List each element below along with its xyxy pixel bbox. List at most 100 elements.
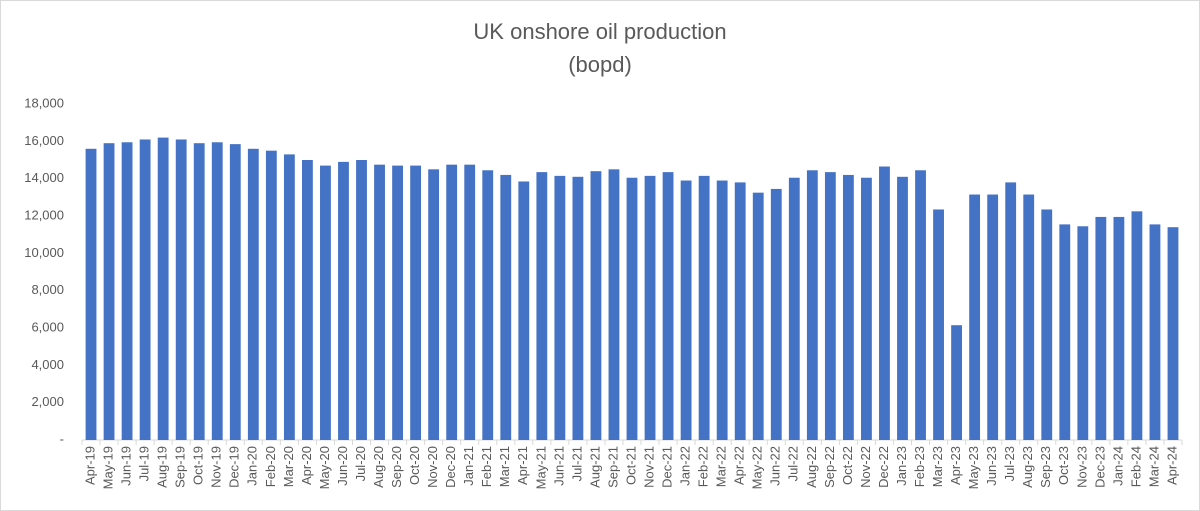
bar xyxy=(861,177,872,440)
bar xyxy=(608,169,620,441)
x-tick-label: Jul-19 xyxy=(137,446,152,481)
x-tick-label: Jan-20 xyxy=(245,446,260,486)
bar xyxy=(356,160,367,440)
x-tick-label: Dec-23 xyxy=(1092,446,1107,488)
x-tick-label: Dec-21 xyxy=(660,446,675,488)
bar xyxy=(175,139,187,440)
bar xyxy=(915,170,926,440)
y-tick-label: 18,000 xyxy=(24,95,64,110)
bar xyxy=(590,171,602,440)
bar xyxy=(842,174,854,440)
bar xyxy=(969,194,981,440)
x-tick-label: Oct-22 xyxy=(840,446,855,485)
bar xyxy=(482,170,494,440)
x-tick-label: Feb-20 xyxy=(263,446,278,487)
bar xyxy=(572,176,584,441)
chart-title: UK onshore oil production xyxy=(473,19,726,44)
x-tick-label: Jun-19 xyxy=(119,446,134,486)
x-tick-label: Mar-20 xyxy=(281,446,296,487)
x-tick-label: Apr-20 xyxy=(299,446,314,485)
bar xyxy=(1023,194,1035,440)
bar xyxy=(1077,226,1089,440)
bar xyxy=(392,165,403,440)
bar xyxy=(338,161,349,440)
x-tick-label: Aug-23 xyxy=(1020,446,1035,488)
x-tick-label: Sep-20 xyxy=(389,446,404,488)
bar xyxy=(139,139,151,440)
x-tick-label: Feb-23 xyxy=(912,446,927,487)
bar xyxy=(554,175,566,440)
chart-subtitle: (bopd) xyxy=(568,52,632,77)
x-tick-label: Apr-19 xyxy=(82,446,97,485)
x-tick-label: Jun-23 xyxy=(984,446,999,486)
y-tick-label: 4,000 xyxy=(31,357,64,372)
bar xyxy=(446,164,458,440)
x-tick-label: Sep-21 xyxy=(605,446,620,488)
x-tick-label: May-23 xyxy=(966,446,981,489)
x-tick-label: Jan-22 xyxy=(678,446,693,486)
x-tick-label: Apr-21 xyxy=(515,446,530,485)
bar xyxy=(806,170,818,440)
x-tick-label: Apr-23 xyxy=(948,446,963,485)
x-tick-label: Mar-24 xyxy=(1146,446,1161,487)
x-tick-label: Feb-22 xyxy=(696,446,711,487)
x-tick-label: Apr-22 xyxy=(732,446,747,485)
bar xyxy=(987,194,999,440)
x-tick-label: Sep-22 xyxy=(822,446,837,488)
y-tick-label: 16,000 xyxy=(24,133,64,148)
x-tick-label: Jan-21 xyxy=(461,446,476,486)
y-tick-label: 6,000 xyxy=(31,319,64,334)
x-tick-label: Mar-21 xyxy=(497,446,512,487)
x-tick-label: Sep-19 xyxy=(173,446,188,488)
x-tick-label: Nov-23 xyxy=(1074,446,1089,488)
bar xyxy=(951,325,962,440)
x-tick-label: Feb-21 xyxy=(479,446,494,487)
y-tick-label: - xyxy=(60,431,64,446)
x-tick-label: Jun-22 xyxy=(768,446,783,486)
bar xyxy=(1131,211,1143,440)
x-tick-label: Jun-21 xyxy=(551,446,566,486)
bar xyxy=(518,181,530,440)
x-tick-label: Feb-24 xyxy=(1128,446,1143,487)
bar xyxy=(1167,227,1179,440)
y-tick-label: 8,000 xyxy=(31,282,64,297)
x-tick-label: Oct-20 xyxy=(407,446,422,485)
bar xyxy=(211,142,223,440)
x-tick-label: Aug-20 xyxy=(371,446,386,488)
bar xyxy=(1059,224,1071,440)
bar xyxy=(536,172,548,440)
y-tick-label: 14,000 xyxy=(24,170,64,185)
bar xyxy=(662,172,674,440)
y-tick-label: 10,000 xyxy=(24,245,64,260)
bar xyxy=(698,175,710,440)
bar xyxy=(644,175,656,440)
x-tick-label: Jan-23 xyxy=(894,446,909,486)
x-tick-label: Oct-23 xyxy=(1056,446,1071,485)
x-tick-label: Nov-19 xyxy=(209,446,224,488)
x-tick-label: Jun-20 xyxy=(335,446,350,486)
bar xyxy=(500,174,512,440)
x-tick-label: Aug-22 xyxy=(804,446,819,488)
y-tick-label: 2,000 xyxy=(31,394,64,409)
bar xyxy=(824,172,836,440)
bar xyxy=(1149,224,1161,440)
x-tick-label: Nov-22 xyxy=(858,446,873,488)
x-tick-label: May-20 xyxy=(317,446,332,489)
x-tick-label: May-22 xyxy=(750,446,765,489)
bar xyxy=(103,143,115,440)
bar xyxy=(770,188,782,440)
bar xyxy=(788,177,800,440)
bar xyxy=(734,182,746,440)
x-tick-label: Jul-22 xyxy=(786,446,801,481)
bar xyxy=(680,180,692,441)
bar xyxy=(897,176,908,441)
bar xyxy=(464,164,476,440)
bar xyxy=(1095,216,1107,440)
bar xyxy=(1005,182,1017,440)
x-tick-label: May-19 xyxy=(100,446,115,489)
bar xyxy=(265,150,277,440)
bar xyxy=(229,144,241,440)
bar xyxy=(716,180,728,441)
